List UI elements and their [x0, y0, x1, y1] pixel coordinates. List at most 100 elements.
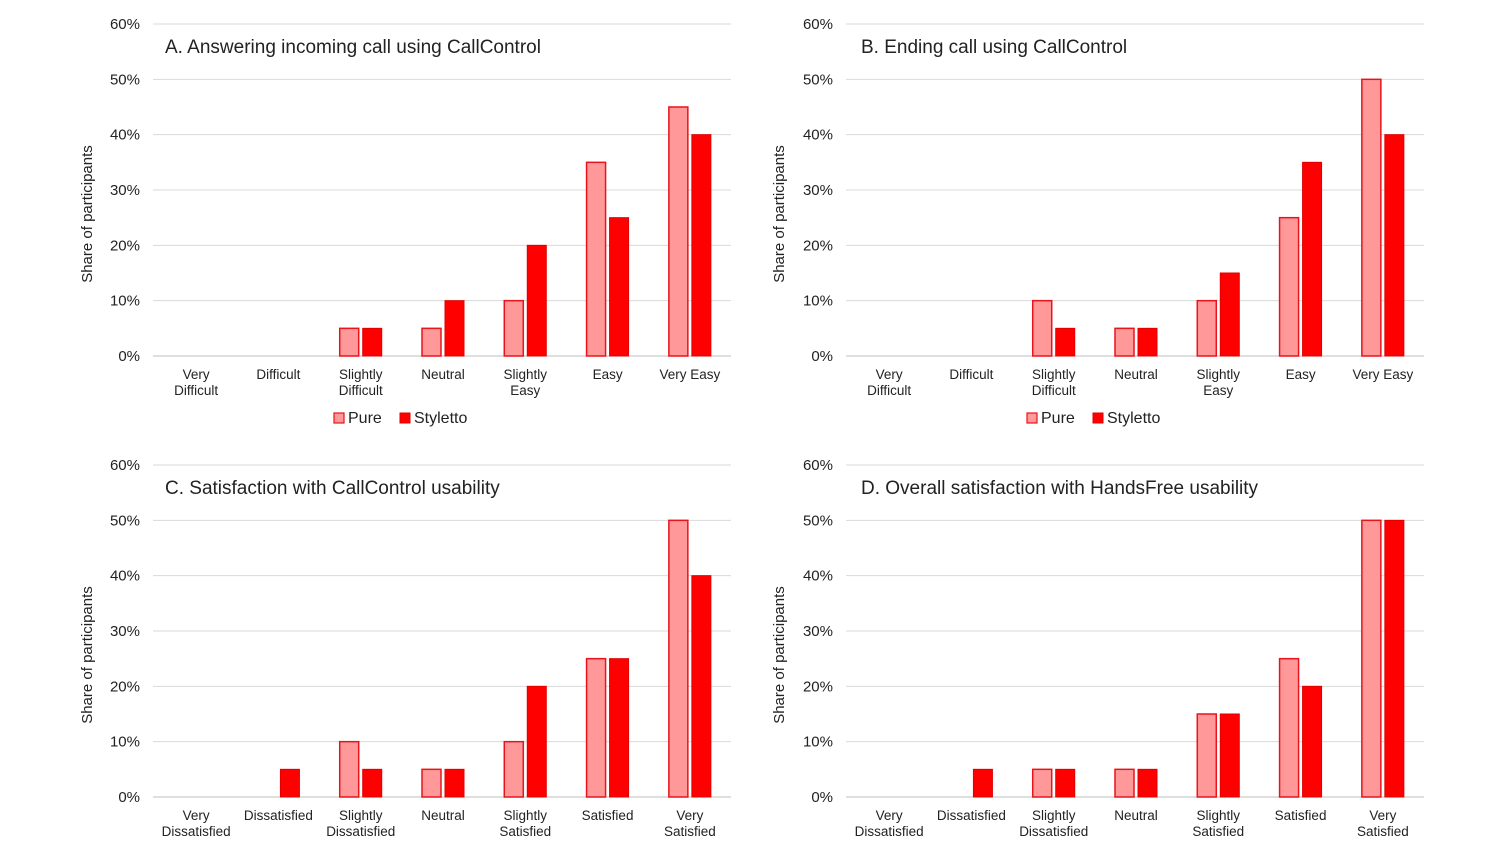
y-tick-label: 60% [110, 457, 140, 474]
bar-styletto [444, 300, 465, 357]
bar-pure [1361, 78, 1382, 357]
y-tick-label: 0% [118, 789, 140, 806]
legend-label-styletto: Styletto [1107, 410, 1160, 427]
y-axis-label: Share of participants [79, 145, 96, 283]
bar-pure [338, 740, 360, 798]
x-category-label: Slightly [1197, 367, 1241, 382]
bar-styletto [972, 768, 993, 798]
bar-styletto [279, 768, 300, 798]
bar-pure [585, 657, 607, 798]
x-category-label: Neutral [1114, 808, 1158, 823]
bar-pure [1114, 768, 1135, 798]
bar-styletto [362, 327, 383, 357]
x-category-label: Difficult [339, 383, 383, 398]
legend: Pure Styletto [1026, 410, 1160, 427]
x-category-label: Very Easy [1352, 367, 1413, 382]
y-tick-label: 10% [803, 734, 833, 751]
x-category-label: Difficult [1032, 383, 1076, 398]
x-category-label: Very [1369, 808, 1396, 823]
bar-pure [1031, 299, 1053, 357]
bar-styletto [691, 575, 712, 798]
x-category-label: Slightly [339, 808, 383, 823]
x-category-label: Easy [1203, 383, 1233, 398]
x-category-label: Slightly [339, 367, 383, 382]
y-axis-label: Share of participants [771, 145, 788, 283]
x-category-label: Very [183, 808, 210, 823]
bar-pure [1361, 519, 1382, 798]
y-tick-label: 50% [803, 71, 833, 88]
y-tick-label: 60% [803, 457, 833, 474]
legend-swatch-pure [1026, 412, 1038, 424]
bar-styletto [691, 134, 712, 357]
x-category-label: Slightly [1032, 367, 1076, 382]
bar-pure [503, 299, 525, 357]
bar-pure [1278, 216, 1300, 357]
bar-styletto [1384, 134, 1405, 357]
chart-title: C. Satisfaction with CallControl usabili… [165, 478, 500, 499]
bar-pure [503, 740, 525, 798]
legend: Pure Styletto [333, 410, 467, 427]
x-category-label: Very [676, 808, 703, 823]
y-tick-label: 50% [110, 71, 140, 88]
bar-styletto [1219, 713, 1240, 798]
chart-panel-d: 0% 10% 20% 30% 40% 50% 60% Share of participant… [771, 457, 1424, 839]
y-tick-label: 0% [811, 789, 833, 806]
bar-styletto [362, 768, 383, 798]
legend-swatch-styletto [1092, 412, 1104, 424]
x-category-label: Slightly [504, 367, 548, 382]
y-tick-label: 50% [803, 512, 833, 529]
chart-panel-b: 0% 10% 20% 30% 40% 50% 60% Share of participant… [771, 16, 1424, 427]
x-category-label: Easy [510, 383, 540, 398]
bar-pure [1114, 327, 1135, 357]
bar-styletto [609, 658, 630, 798]
chart-title: B. Ending call using CallControl [861, 37, 1127, 58]
x-category-label: Neutral [1114, 367, 1158, 382]
bar-styletto [1137, 327, 1158, 357]
chart-title: A. Answering incoming call using CallCon… [165, 37, 541, 58]
bar-pure [1031, 768, 1053, 798]
y-tick-label: 40% [803, 568, 833, 585]
x-category-label: Difficult [949, 367, 993, 382]
x-category-label: Satisfied [664, 824, 716, 839]
legend-swatch-styletto [399, 412, 411, 424]
legend-label-styletto: Styletto [414, 410, 467, 427]
y-tick-label: 60% [803, 16, 833, 33]
x-category-label: Satisfied [1357, 824, 1409, 839]
x-category-label: Dissatisfied [855, 824, 924, 839]
legend-label-pure: Pure [348, 410, 382, 427]
y-axis-label: Share of participants [771, 586, 788, 724]
x-category-label: Easy [593, 367, 623, 382]
bar-styletto [526, 244, 547, 357]
bar-styletto [609, 217, 630, 357]
x-category-label: Very [876, 367, 903, 382]
x-category-label: Dissatisfied [162, 824, 231, 839]
x-category-label: Easy [1286, 367, 1316, 382]
y-tick-label: 30% [110, 623, 140, 640]
y-tick-label: 60% [110, 16, 140, 33]
x-category-label: Very [183, 367, 210, 382]
x-category-label: Very [876, 808, 903, 823]
bar-styletto [1384, 519, 1405, 798]
y-tick-label: 10% [803, 293, 833, 310]
bar-pure [421, 327, 442, 357]
y-tick-label: 50% [110, 512, 140, 529]
y-tick-label: 0% [811, 348, 833, 365]
x-category-label: Slightly [1197, 808, 1241, 823]
bar-pure [585, 161, 607, 357]
y-tick-label: 40% [110, 127, 140, 144]
bar-styletto [1219, 272, 1240, 357]
y-tick-label: 20% [110, 678, 140, 695]
bar-styletto [1302, 161, 1323, 357]
y-tick-label: 40% [110, 568, 140, 585]
bar-pure [1196, 713, 1218, 798]
bar-styletto [1055, 768, 1076, 798]
bar-pure [668, 106, 689, 357]
x-category-label: Very Easy [659, 367, 720, 382]
legend-label-pure: Pure [1041, 410, 1075, 427]
y-tick-label: 40% [803, 127, 833, 144]
bar-styletto [444, 768, 465, 798]
chart-panel-c: 0% 10% 20% 30% 40% 50% 60% Share of participant… [79, 457, 731, 839]
bar-styletto [1302, 685, 1323, 798]
x-category-label: Neutral [421, 808, 465, 823]
